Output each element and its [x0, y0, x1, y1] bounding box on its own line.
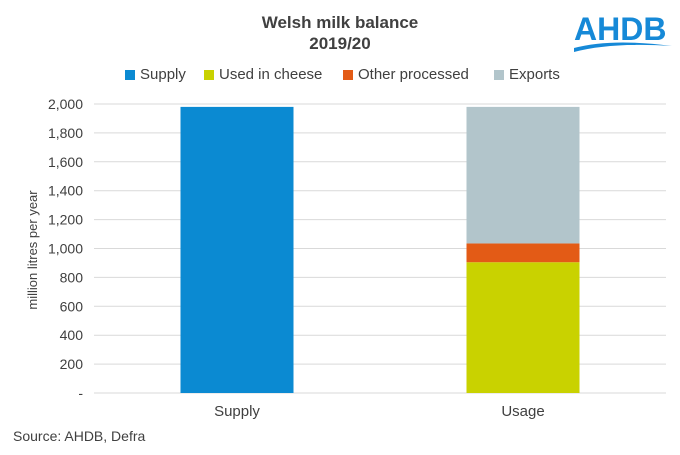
logo-text: AHDB — [574, 11, 666, 47]
legend-item-other-processed: Other processed — [343, 66, 469, 83]
y-tick-label: 1,400 — [48, 183, 83, 199]
bars — [180, 106, 580, 393]
legend-item-exports: Exports — [494, 66, 560, 83]
legend-label: Other processed — [358, 66, 469, 83]
legend-label: Used in cheese — [219, 66, 323, 83]
bar-usage-exports — [466, 106, 580, 244]
y-tick-label: 400 — [60, 327, 84, 343]
y-axis-label: million litres per year — [25, 190, 40, 310]
legend-swatch — [204, 69, 214, 80]
gridlines — [94, 103, 666, 394]
logo-swoosh-icon: AHDB — [574, 11, 672, 52]
ahdb-logo: AHDB — [572, 4, 676, 56]
legend-swatch — [494, 69, 504, 80]
y-tick-label: 1,000 — [48, 241, 83, 257]
bar-usage-other-processed — [466, 243, 580, 263]
y-tick-label: 200 — [60, 356, 84, 372]
legend-swatch — [343, 69, 353, 80]
y-tick-label: 600 — [60, 298, 84, 314]
legend-label: Exports — [509, 66, 560, 83]
chart-subtitle: 2019/20 — [309, 34, 371, 53]
bar-usage-used-in-cheese — [466, 262, 580, 393]
source-note: Source: AHDB, Defra — [13, 428, 146, 444]
x-tick-label: Usage — [501, 403, 544, 420]
y-axis-ticks: - 200 400 600 800 1,000 1,200 1,400 1,600 1,800 2,… — [48, 96, 83, 401]
y-tick-label: 1,200 — [48, 212, 83, 228]
y-tick-label: - — [78, 385, 83, 401]
chart-title: Welsh milk balance — [261, 13, 419, 32]
logo-swoosh — [574, 42, 672, 52]
y-tick-label: 1,800 — [48, 125, 83, 141]
legend-label: Supply — [140, 66, 186, 83]
x-tick-label: Supply — [214, 403, 260, 420]
bar-supply-supply — [180, 106, 294, 393]
legend-swatch — [125, 69, 135, 80]
x-axis-labels: Supply Usage — [214, 403, 545, 420]
chart-legend: Supply Used in cheese Other processed Ex… — [0, 66, 680, 88]
legend-item-supply: Supply — [125, 66, 186, 83]
y-tick-label: 1,600 — [48, 154, 83, 170]
y-tick-label: 800 — [60, 269, 84, 285]
y-tick-label: 2,000 — [48, 96, 83, 112]
legend-item-used-in-cheese: Used in cheese — [204, 66, 322, 83]
